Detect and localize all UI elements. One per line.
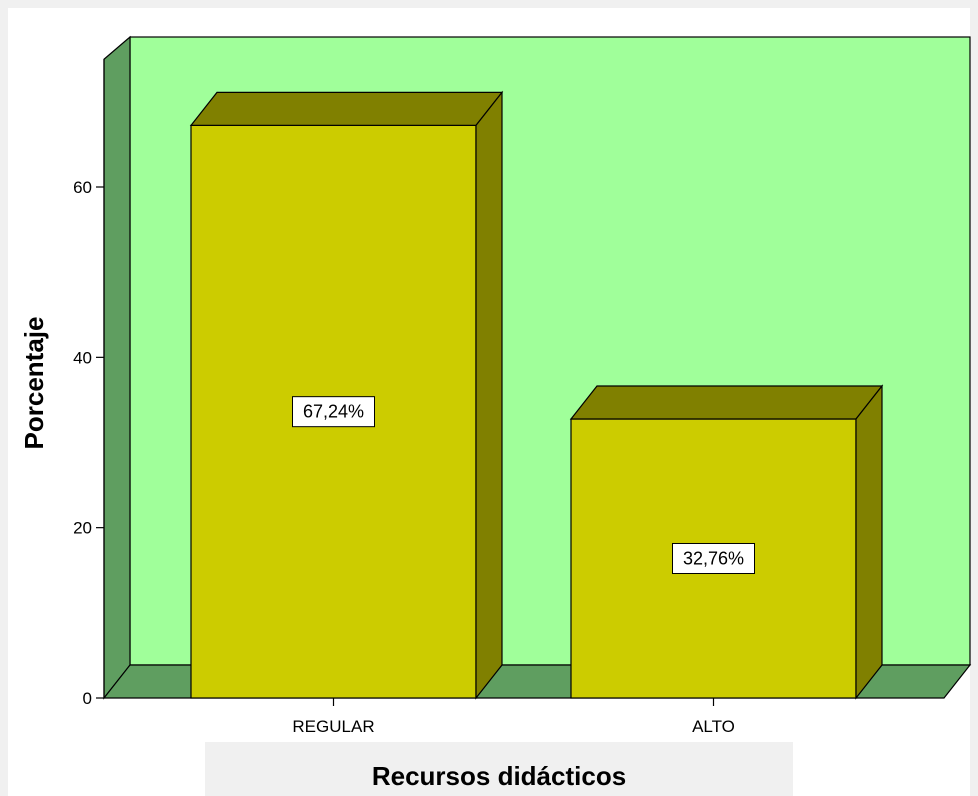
x-tick-label: REGULAR xyxy=(292,717,374,736)
y-axis-title: Porcentaje xyxy=(19,317,49,450)
bar-side xyxy=(475,90,503,700)
bar-regular xyxy=(189,90,504,700)
y-tick-label: 20 xyxy=(73,519,92,538)
y-tick-label: 40 xyxy=(73,348,92,367)
y-axis: 0 20 40 60 xyxy=(73,59,105,708)
x-axis-title-background xyxy=(205,742,793,796)
bar-top xyxy=(189,91,504,126)
y-tick-label: 0 xyxy=(83,689,92,708)
bar-side xyxy=(855,384,883,700)
x-axis-title: Recursos didácticos xyxy=(372,761,626,791)
data-label-box xyxy=(672,542,755,574)
data-label: 67,24% xyxy=(303,402,364,422)
side-wall xyxy=(103,35,131,700)
x-tick-label: ALTO xyxy=(692,717,735,736)
data-label-box xyxy=(292,396,375,428)
data-label: 32,76% xyxy=(683,548,744,568)
bar-top xyxy=(569,385,884,420)
y-tick-label: 60 xyxy=(73,178,92,197)
bar-alto xyxy=(569,384,884,700)
labels-group: 67,24% REGULAR 32,76% ALTO xyxy=(292,396,755,736)
